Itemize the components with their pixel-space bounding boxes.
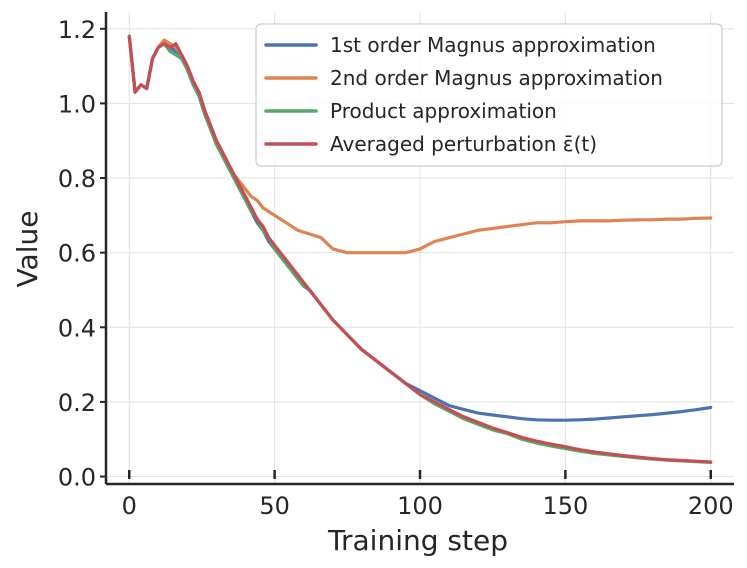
series-group [127, 34, 713, 464]
x-tick-label: 50 [259, 492, 290, 520]
series-line-4 [127, 34, 713, 464]
y-tick-label: 0.0 [58, 464, 96, 492]
legend: 1st order Magnus approximation 2nd order … [255, 23, 723, 167]
ticks: 0 50 100 150 200 0.0 0.2 0.4 0.6 0.8 1.0 1.2 [58, 16, 734, 520]
y-tick-label: 1.0 [58, 90, 96, 118]
legend-label-1: 1st order Magnus approximation [330, 33, 656, 57]
x-tick-label: 150 [542, 492, 588, 520]
x-tick-label: 100 [397, 492, 443, 520]
legend-label-4: Averaged perturbation ε̄(t) [330, 132, 597, 156]
y-tick-label: 0.8 [58, 165, 96, 193]
axes [104, 12, 734, 486]
y-tick-label: 0.2 [58, 389, 96, 417]
legend-label-2: 2nd order Magnus approximation [330, 66, 663, 90]
x-tick-label: 200 [688, 492, 734, 520]
y-tick-label: 0.4 [58, 314, 96, 342]
x-axis-title: Training step [327, 524, 508, 557]
legend-label-3: Product approximation [330, 99, 557, 123]
y-tick-label: 1.2 [58, 16, 96, 44]
y-axis-title: Value [11, 211, 44, 288]
y-tick-label: 0.6 [58, 240, 96, 268]
legend-frame [255, 23, 723, 167]
x-tick-label: 0 [122, 492, 137, 520]
